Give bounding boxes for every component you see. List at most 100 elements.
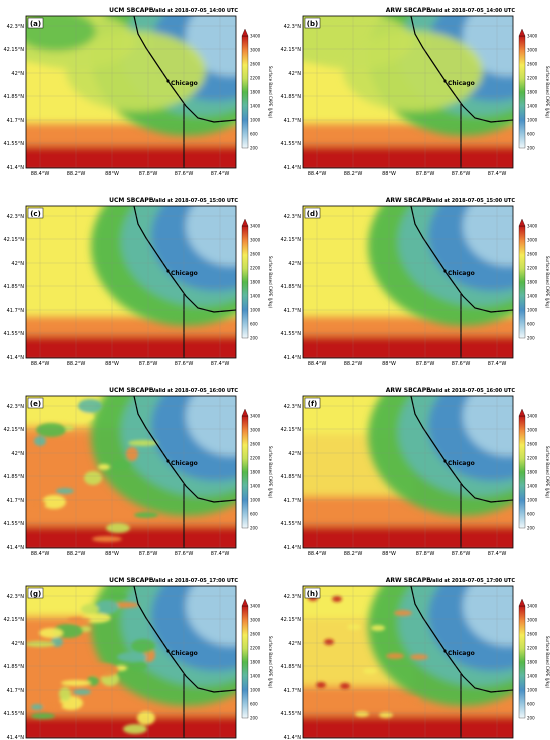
lon-tick-label: 88°W: [105, 361, 119, 367]
lat-tick-label: 42.15°N: [3, 237, 24, 243]
colorbar-tick-label: 2600: [250, 632, 261, 637]
lat-tick-label: 42°N: [11, 261, 24, 267]
panel-letter-box: (c): [27, 207, 44, 219]
cape-field: [303, 396, 513, 548]
colorbar: 200 600 1000 1400 1800 2200 2600 3000 3400 Surfac…: [241, 598, 273, 721]
city-marker: [443, 459, 447, 463]
colorbar-tick-label: 1400: [527, 674, 538, 679]
lat-tick-label: 41.55°N: [3, 141, 24, 147]
colorbar-tick-label: 1800: [527, 280, 538, 285]
map-frame: [302, 395, 514, 549]
lon-tick-label: 87.4°W: [211, 171, 230, 177]
colorbar-tick-label: 200: [527, 336, 535, 341]
colorbar-tick-label: 1400: [250, 294, 261, 299]
city-label: Chicago: [448, 460, 475, 467]
lat-tick-label: 41.55°N: [3, 331, 24, 337]
colorbar-tick-label: 200: [250, 146, 258, 151]
lat-tick-label: 42.3°N: [284, 404, 302, 410]
colorbar-tick-label: 600: [250, 702, 258, 707]
colorbar: 200 600 1000 1400 1800 2200 2600 3000 3400 Surfac…: [241, 408, 273, 531]
panel-letter-box: (e): [27, 397, 44, 409]
lon-tick-label: 88.2°W: [67, 361, 86, 367]
lat-tick-label: 41.85°N: [280, 94, 301, 100]
panel-title: ARW SBCAPE: [386, 387, 430, 394]
lon-tick-label: 87.8°W: [416, 551, 435, 557]
colorbar-tick-label: 3000: [527, 428, 538, 433]
colorbar: 200 600 1000 1400 1800 2200 2600 3000 3400 Surfac…: [518, 28, 550, 151]
lat-tick-label: 41.85°N: [280, 474, 301, 480]
map-frame: [302, 205, 514, 359]
colorbar-tick-label: 3400: [527, 414, 538, 419]
city-label: Chicago: [171, 460, 198, 467]
cape-field: [26, 396, 236, 548]
city-marker: [166, 79, 170, 83]
colorbar-tick-label: 3000: [250, 428, 261, 433]
colorbar-tick-label: 3000: [527, 238, 538, 243]
lat-tick-label: 41.7°N: [284, 118, 302, 124]
colorbar-tick-label: 1400: [250, 104, 261, 109]
panel-letter: (b): [307, 20, 318, 28]
colorbar-tick-label: 1400: [250, 484, 261, 489]
colorbar-tick-label: 3000: [527, 48, 538, 53]
city-marker: [443, 79, 447, 83]
lat-tick-label: 41.4°N: [284, 735, 302, 740]
panel-title: ARW SBCAPE: [386, 7, 430, 14]
grid: [26, 586, 236, 738]
colorbar-tick-label: 600: [527, 322, 535, 327]
colorbar-tick-label: 1400: [527, 294, 538, 299]
lon-tick-label: 88°W: [105, 171, 119, 177]
lat-tick-label: 41.7°N: [7, 688, 25, 694]
colorbar: 200 600 1000 1400 1800 2200 2600 3000 3400 Surfac…: [241, 28, 273, 151]
map-frame: [25, 15, 237, 169]
lat-tick-label: 42°N: [11, 71, 24, 77]
panel-letter: (e): [30, 400, 41, 408]
map-frame: [302, 15, 514, 169]
colorbar-tick-label: 2200: [250, 646, 261, 651]
lat-tick-label: 41.4°N: [7, 355, 25, 361]
lon-tick-label: 88°W: [382, 171, 396, 177]
colorbar-tick-label: 1000: [527, 688, 538, 693]
colorbar-tick-label: 2200: [250, 76, 261, 81]
colorbar-tick-label: 200: [250, 336, 258, 341]
colorbar-label: Surface Based CAPE (J/kg): [545, 256, 550, 309]
panel-letter: (a): [30, 20, 41, 28]
lon-tick-label: 87.6°W: [452, 361, 471, 367]
lat-tick-label: 41.85°N: [3, 474, 24, 480]
colorbar-tick-label: 2600: [527, 62, 538, 67]
colorbar-tick-label: 1000: [527, 308, 538, 313]
grid: [26, 206, 236, 358]
panel-letter: (c): [30, 210, 41, 218]
colorbar-tick-label: 600: [527, 132, 535, 137]
colorbar-tick-label: 1000: [250, 308, 261, 313]
panel-valid-time: Valid at 2018-07-05_15:00 UTC: [428, 198, 515, 204]
city-label: Chicago: [448, 650, 475, 657]
colorbar: 200 600 1000 1400 1800 2200 2600 3000 3400 Surfac…: [518, 408, 550, 531]
panel-title: ARW SBCAPE: [386, 197, 430, 204]
lat-tick-label: 42.3°N: [284, 594, 302, 600]
colorbar-tick-label: 1000: [527, 498, 538, 503]
lon-tick-label: 88.4°W: [308, 361, 327, 367]
colorbar-tick-label: 1000: [250, 688, 261, 693]
lon-tick-label: 87.8°W: [139, 361, 158, 367]
grid: [303, 396, 513, 548]
cape-field: [26, 206, 236, 358]
lat-tick-label: 41.85°N: [280, 284, 301, 290]
panel-letter-box: (f): [304, 397, 321, 409]
city-label: Chicago: [171, 270, 198, 277]
colorbar-tick-label: 1800: [527, 90, 538, 95]
panel-valid-time: Valid at 2018-07-05_16:00 UTC: [428, 388, 515, 394]
lat-tick-label: 41.4°N: [284, 355, 302, 361]
colorbar-label: Surface Based CAPE (J/kg): [268, 256, 273, 309]
colorbar-tick-label: 2600: [527, 632, 538, 637]
colorbar-tick-label: 1000: [250, 498, 261, 503]
lat-tick-label: 41.55°N: [280, 141, 301, 147]
colorbar-tick-label: 2200: [527, 76, 538, 81]
lat-tick-label: 42°N: [288, 261, 301, 267]
lon-tick-label: 87.6°W: [452, 551, 471, 557]
panel-letter: (g): [30, 590, 41, 598]
panel-valid-time: Valid at 2018-07-05_14:00 UTC: [428, 8, 515, 14]
